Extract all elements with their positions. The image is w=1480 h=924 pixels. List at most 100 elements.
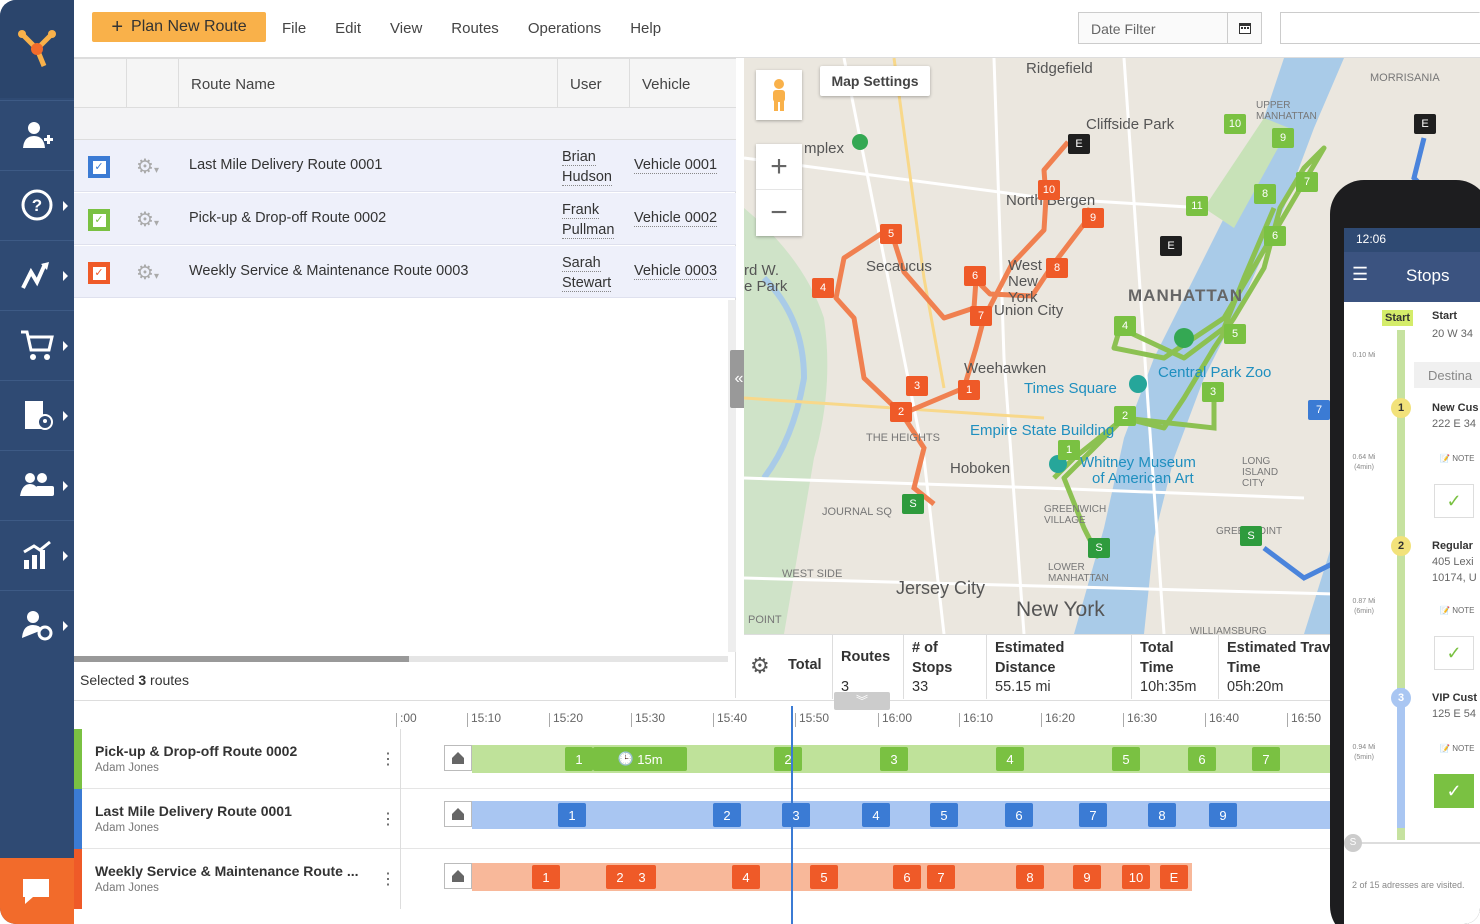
- horizontal-scrollbar[interactable]: [74, 656, 728, 662]
- street-view-pegman-button[interactable]: [756, 70, 802, 120]
- sidebar-item-routes[interactable]: [0, 240, 74, 308]
- stop-block[interactable]: 9: [1209, 803, 1237, 827]
- stop-block[interactable]: 6: [893, 865, 921, 889]
- stop-block[interactable]: 7: [1252, 747, 1280, 771]
- collapse-panel-button[interactable]: «: [730, 350, 748, 408]
- map-marker[interactable]: 2: [1114, 406, 1136, 426]
- row-settings-gear-icon[interactable]: ⚙▾: [136, 209, 159, 231]
- stop-block[interactable]: 7: [927, 865, 955, 889]
- map-marker[interactable]: 9: [1082, 208, 1104, 228]
- stop-block[interactable]: 6: [1005, 803, 1033, 827]
- header-user[interactable]: User: [558, 59, 630, 109]
- row-checkbox[interactable]: ✓: [88, 262, 110, 284]
- route-vehicle[interactable]: Vehicle 0002: [634, 210, 718, 227]
- stop-title[interactable]: VIP Cust: [1432, 692, 1478, 704]
- stop-block[interactable]: 9: [1073, 865, 1101, 889]
- route-user[interactable]: Brian Hudson: [562, 147, 612, 187]
- stop-block[interactable]: 5: [1112, 747, 1140, 771]
- timeline-row[interactable]: Weekly Service & Maintenance Route ... A…: [74, 849, 1334, 909]
- map-marker[interactable]: 7: [1308, 400, 1330, 420]
- note-button[interactable]: 📝 NOTE: [1440, 454, 1474, 463]
- stop-title[interactable]: New Cus: [1432, 402, 1479, 414]
- map-marker[interactable]: 1: [958, 380, 980, 400]
- sidebar-item-help[interactable]: ?: [0, 170, 74, 238]
- stop-block[interactable]: 4: [996, 747, 1024, 771]
- map-settings-button[interactable]: Map Settings: [820, 66, 930, 96]
- sidebar-item-team[interactable]: [0, 450, 74, 518]
- sidebar-item-addresses[interactable]: [0, 380, 74, 448]
- map-marker-start[interactable]: S: [1240, 526, 1262, 546]
- totals-settings-gear-icon[interactable]: ⚙: [750, 653, 770, 678]
- kebab-menu-icon[interactable]: ⋮: [380, 811, 396, 828]
- calendar-button[interactable]: [1227, 12, 1262, 44]
- plan-new-route-button[interactable]: + Plan New Route: [92, 12, 266, 42]
- header-vehicle[interactable]: Vehicle: [642, 75, 691, 93]
- map-marker-end[interactable]: E: [1160, 236, 1182, 256]
- map-marker[interactable]: 11: [1186, 196, 1208, 216]
- route-vehicle[interactable]: Vehicle 0003: [634, 263, 718, 280]
- stop-title[interactable]: Regular: [1432, 540, 1473, 552]
- current-time-indicator[interactable]: [791, 706, 793, 924]
- sidebar-item-orders[interactable]: [0, 310, 74, 378]
- map-marker[interactable]: 8: [1046, 258, 1068, 278]
- visited-check-button[interactable]: ✓: [1434, 774, 1474, 808]
- map-marker[interactable]: 3: [1202, 382, 1224, 402]
- home-depot-icon[interactable]: [444, 745, 472, 771]
- stop-block[interactable]: 1: [558, 803, 586, 827]
- map-marker[interactable]: 3: [906, 376, 928, 396]
- search-input[interactable]: [1280, 12, 1480, 44]
- map-marker[interactable]: 5: [880, 224, 902, 244]
- map-marker-end[interactable]: E: [1414, 114, 1436, 134]
- menu-help[interactable]: Help: [630, 20, 662, 37]
- map-marker[interactable]: 5: [1224, 324, 1246, 344]
- table-row[interactable]: ✓ ⚙▾ Pick-up & Drop-off Route 0002 Frank…: [74, 193, 736, 245]
- stop-block[interactable]: 3: [782, 803, 810, 827]
- stop-block[interactable]: 3: [880, 747, 908, 771]
- route-timeline-bar[interactable]: 1 2 3 4 5 6 7 8 9 10 E: [472, 863, 1192, 891]
- route-user[interactable]: Sarah Stewart: [562, 253, 612, 293]
- stop-block[interactable]: 4: [862, 803, 890, 827]
- stop-block[interactable]: 7: [1079, 803, 1107, 827]
- stop-block[interactable]: 10: [1122, 865, 1150, 889]
- note-button[interactable]: 📝 NOTE: [1440, 606, 1474, 615]
- timeline-row[interactable]: Last Mile Delivery Route 0001 Adam Jones…: [74, 789, 1334, 849]
- stop-block[interactable]: 5: [810, 865, 838, 889]
- sidebar-item-add-user[interactable]: [0, 100, 74, 168]
- map-marker-start[interactable]: S: [1088, 538, 1110, 558]
- map-marker[interactable]: 8: [1254, 184, 1276, 204]
- kebab-menu-icon[interactable]: ⋮: [380, 751, 396, 768]
- map-marker[interactable]: 10: [1038, 180, 1060, 200]
- stop-block[interactable]: 4: [732, 865, 760, 889]
- visited-check-button[interactable]: ✓: [1434, 636, 1474, 670]
- sidebar-item-analytics[interactable]: [0, 520, 74, 588]
- home-depot-icon[interactable]: [444, 801, 472, 827]
- chat-button[interactable]: [0, 858, 74, 924]
- table-row[interactable]: ✓ ⚙▾ Weekly Service & Maintenance Route …: [74, 246, 736, 298]
- map-marker-start[interactable]: S: [902, 494, 924, 514]
- app-logo[interactable]: [0, 0, 74, 98]
- menu-file[interactable]: File: [282, 20, 307, 37]
- map-marker[interactable]: 2: [890, 402, 912, 422]
- map-marker[interactable]: 4: [1114, 316, 1136, 336]
- route-user[interactable]: Frank Pullman: [562, 200, 615, 240]
- route-timeline-bar[interactable]: 1 🕒 15m 2 3 4 5 6 7: [472, 745, 1334, 773]
- stop-block[interactable]: 1: [565, 747, 593, 771]
- stop-block[interactable]: 5: [930, 803, 958, 827]
- stop-block[interactable]: E: [1160, 865, 1188, 889]
- wait-time-block[interactable]: 🕒 15m: [593, 747, 687, 771]
- route-timeline-bar[interactable]: 1 2 3 4 5 6 7 8 9: [472, 801, 1334, 829]
- menu-routes[interactable]: Routes: [451, 20, 499, 37]
- map-marker[interactable]: 4: [812, 278, 834, 298]
- stop-block[interactable]: 8: [1148, 803, 1176, 827]
- map-marker[interactable]: 6: [964, 266, 986, 286]
- kebab-menu-icon[interactable]: ⋮: [380, 871, 396, 888]
- row-settings-gear-icon[interactable]: ⚙▾: [136, 156, 159, 178]
- table-row[interactable]: ✓ ⚙▾ Last Mile Delivery Route 0001 Brian…: [74, 140, 736, 192]
- menu-edit[interactable]: Edit: [335, 20, 362, 37]
- map-marker[interactable]: 9: [1272, 128, 1294, 148]
- stop-block[interactable]: 2: [774, 747, 802, 771]
- row-checkbox[interactable]: ✓: [88, 209, 110, 231]
- timeline-row[interactable]: Pick-up & Drop-off Route 0002 Adam Jones…: [74, 729, 1334, 789]
- scrollbar-thumb[interactable]: [74, 656, 409, 662]
- menu-view[interactable]: View: [390, 20, 423, 37]
